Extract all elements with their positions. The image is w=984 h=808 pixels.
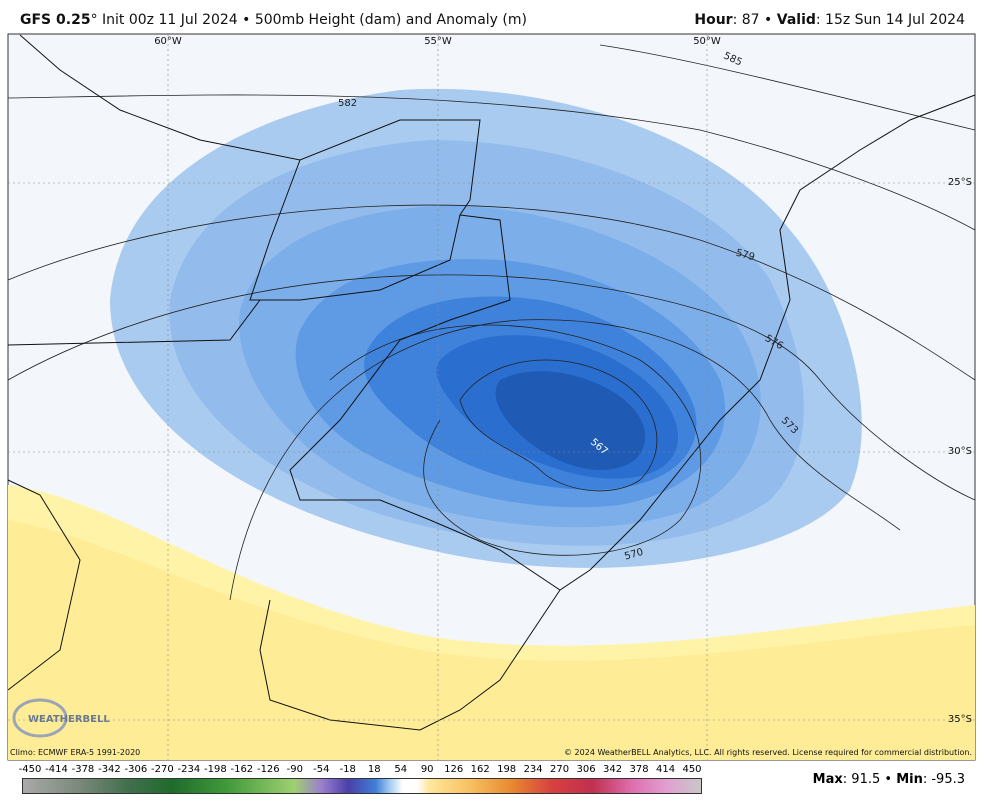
colorbar-label: -306	[124, 764, 148, 775]
logo: WEATHERBELL	[28, 714, 110, 725]
colorbar-labels: -450 -414 -378 -342 -306 -270 -234 -198 -162 -126…	[18, 764, 702, 778]
colorbar-label: 18	[367, 764, 381, 775]
logo-icon	[12, 698, 68, 738]
colorbar-label: -414	[45, 764, 68, 775]
colorbar-label: 414	[655, 764, 676, 775]
hour-label: Hour	[694, 12, 733, 28]
colorbar-label: -126	[256, 764, 280, 775]
colorbar-label: -450	[18, 764, 42, 775]
lon-label: 60°W	[154, 36, 182, 47]
copyright: © 2024 WeatherBELL Analytics, LLC. All r…	[564, 748, 972, 757]
borders	[7, 34, 976, 731]
colorbar-label: -270	[151, 764, 174, 775]
colorbar-label: 306	[576, 764, 596, 775]
graticule-labels: 60°W 55°W 50°W 25°S 30°S 35°S	[154, 36, 972, 725]
colorbar-label: 126	[444, 764, 464, 775]
graticule	[8, 34, 975, 760]
min: : -95.3	[922, 772, 965, 787]
colorbar-label: -342	[98, 764, 121, 775]
colorbar-label: 198	[497, 764, 517, 775]
min-label: Min	[896, 772, 923, 787]
header-right: Hour: 87 • Valid: 15z Sun 14 Jul 2024	[694, 12, 965, 28]
header-left: GFS 0.25° Init 00z 11 Jul 2024 • 500mb H…	[20, 12, 527, 28]
contour-label: 570	[623, 547, 644, 563]
contours	[7, 44, 976, 601]
colorbar-label: 342	[603, 764, 623, 775]
negative-anomaly	[110, 88, 862, 568]
colorbar-label: 378	[629, 764, 649, 775]
colorbar-label: -234	[177, 764, 201, 775]
hour: : 87 •	[732, 12, 773, 28]
colorbar-label: -90	[286, 764, 303, 775]
contour-label: 582	[338, 98, 357, 109]
colorbar-label: 270	[550, 764, 570, 775]
colorbar-label: -18	[339, 764, 356, 775]
positive-anomaly	[8, 520, 975, 760]
title: ° Init 00z 11 Jul 2024 • 500mb Height (d…	[90, 12, 527, 28]
valid-label: Valid	[776, 12, 816, 28]
lon-label: 55°W	[424, 36, 452, 47]
lon-label: 50°W	[693, 36, 721, 47]
valid: : 15z Sun 14 Jul 2024	[815, 12, 965, 28]
colorbar	[22, 778, 702, 794]
colorbar-label: 450	[682, 764, 702, 775]
colorbar-label: -54	[313, 764, 330, 775]
max: : 91.5 •	[842, 772, 893, 787]
colorbar-label: -198	[204, 764, 227, 775]
contour-label: 579	[735, 248, 756, 264]
colorbar-label: 54	[394, 764, 408, 775]
lat-label: 25°S	[948, 177, 972, 188]
max-label: Max	[812, 772, 843, 787]
colorbar-label: -378	[71, 764, 95, 775]
max-min: Max: 91.5 • Min: -95.3	[813, 772, 965, 787]
colorbar-label: 90	[420, 764, 434, 775]
lat-label: 35°S	[948, 714, 972, 725]
colorbar-label: 234	[523, 764, 543, 775]
colorbar-label: 162	[470, 764, 490, 775]
climo: Climo: ECMWF ERA-5 1991-2020	[10, 748, 140, 757]
model: GFS 0.25	[20, 12, 91, 28]
colorbar-label: -162	[230, 764, 254, 775]
lat-label: 30°S	[948, 446, 972, 457]
